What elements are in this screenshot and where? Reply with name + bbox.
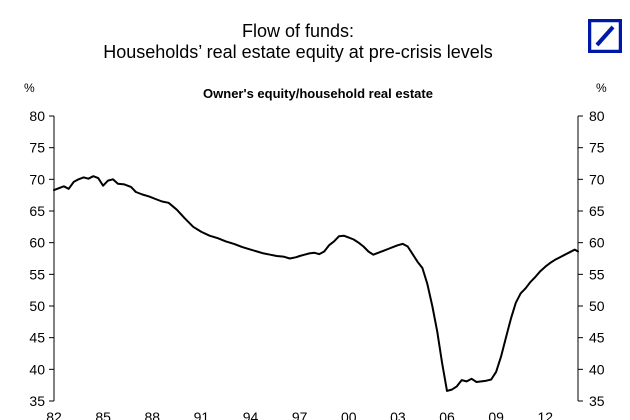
y-axis-unit-right: % bbox=[596, 81, 607, 95]
y-tick-label-right: 50 bbox=[589, 298, 605, 314]
y-tick-label-right: 60 bbox=[589, 235, 605, 251]
x-tick-label: 91 bbox=[194, 409, 210, 420]
y-tick-label-right: 40 bbox=[589, 361, 605, 377]
chart-title-line-1: Flow of funds: bbox=[241, 21, 355, 41]
y-tick-label-left: 35 bbox=[29, 393, 45, 409]
x-tick-label: 00 bbox=[341, 409, 357, 420]
x-tick-label: 06 bbox=[439, 409, 455, 420]
series-line bbox=[53, 175, 579, 392]
chart-title-line-2: Households’ real estate equity at pre-cr… bbox=[103, 42, 493, 62]
y-tick-label-left: 70 bbox=[29, 171, 45, 187]
x-tick-label: 12 bbox=[537, 409, 553, 420]
x-tick-label: 94 bbox=[243, 409, 259, 420]
axis-ticks: 35 35 40 40 45 45 50 50 55 55 60 60 65 65 70 70 75 75 80 80 bbox=[29, 108, 604, 409]
y-tick-label-right: 35 bbox=[589, 393, 605, 409]
x-tick-label: 09 bbox=[488, 409, 504, 420]
y-tick-label-right: 55 bbox=[589, 266, 605, 282]
y-tick-label-right: 65 bbox=[589, 203, 605, 219]
y-tick-label-left: 80 bbox=[29, 108, 45, 124]
deutsche-bank-logo-icon bbox=[588, 19, 622, 53]
x-tick-label: 88 bbox=[144, 409, 160, 420]
axes bbox=[53, 116, 579, 401]
y-tick-label-left: 60 bbox=[29, 235, 45, 251]
series-group bbox=[53, 175, 579, 392]
x-tick-label: 03 bbox=[390, 409, 406, 420]
logo-slash bbox=[595, 25, 615, 47]
y-tick-label-right: 75 bbox=[589, 140, 605, 156]
y-tick-label-left: 75 bbox=[29, 140, 45, 156]
y-tick-label-left: 40 bbox=[29, 361, 45, 377]
logo-frame bbox=[588, 19, 622, 53]
x-axis-ticks: 82 85 88 91 94 97 00 03 06 09 12 bbox=[46, 409, 553, 420]
y-tick-label-left: 65 bbox=[29, 203, 45, 219]
y-tick-label-left: 50 bbox=[29, 298, 45, 314]
y-tick-label-right: 80 bbox=[589, 108, 605, 124]
y-tick-label-right: 45 bbox=[589, 330, 605, 346]
x-tick-label: 85 bbox=[95, 409, 111, 420]
y-tick-label-right: 70 bbox=[589, 171, 605, 187]
chart-subtitle: Owner's equity/household real estate bbox=[203, 86, 433, 101]
x-tick-label: 82 bbox=[46, 409, 62, 420]
x-tick-label: 97 bbox=[292, 409, 308, 420]
y-tick-label-left: 45 bbox=[29, 330, 45, 346]
y-tick-label-left: 55 bbox=[29, 266, 45, 282]
y-axis-unit-left: % bbox=[24, 81, 35, 95]
